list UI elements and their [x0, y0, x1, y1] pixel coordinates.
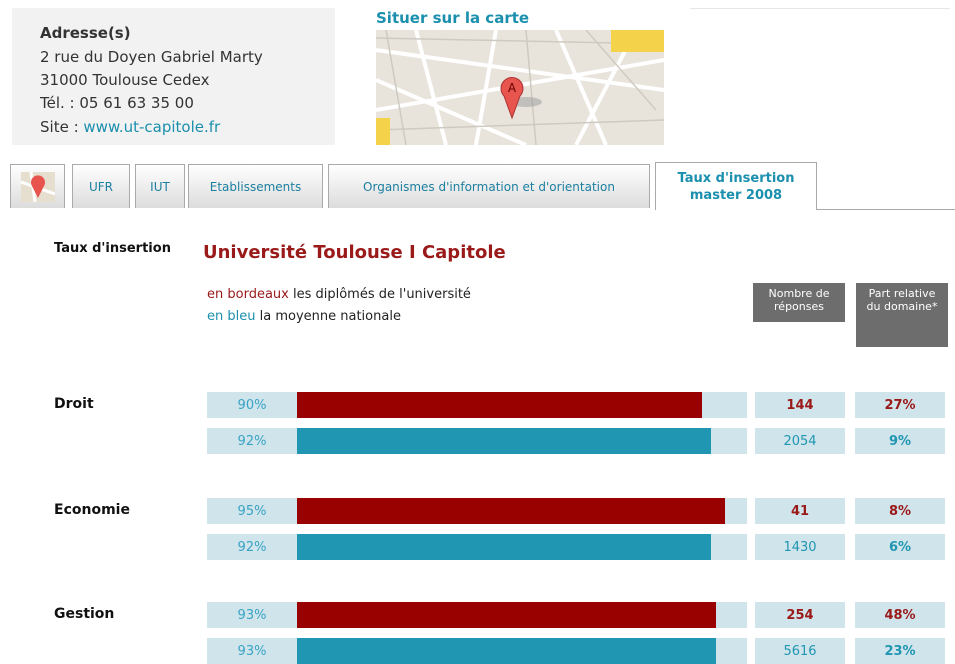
legend-key: en bleu — [207, 309, 256, 324]
legend-text: les diplômés de l'université — [292, 287, 471, 302]
responses: 254 — [755, 602, 845, 628]
tab[interactable]: IUT — [135, 164, 185, 208]
domain-name: Economie — [54, 502, 130, 518]
bar — [297, 392, 702, 418]
domain-name: Droit — [54, 396, 94, 412]
legend-text: la moyenne nationale — [259, 309, 401, 324]
section-label: Taux d'insertion — [54, 241, 171, 256]
rate-label: 93% — [207, 602, 297, 628]
bar — [297, 498, 725, 524]
responses: 1430 — [755, 534, 845, 560]
legend-key: en bordeaux — [207, 287, 289, 302]
share: 9% — [855, 428, 945, 454]
share: 23% — [855, 638, 945, 664]
site-link[interactable]: www.ut-capitole.fr — [83, 118, 221, 136]
rate-label: 92% — [207, 534, 297, 560]
bar-track — [297, 602, 747, 628]
map-tab[interactable] — [10, 164, 65, 208]
map-title[interactable]: Situer sur la carte — [376, 9, 530, 27]
bar-track — [297, 498, 747, 524]
share: 6% — [855, 534, 945, 560]
rate-label: 93% — [207, 638, 297, 664]
address-title: Adresse(s) — [40, 24, 131, 42]
rate-label: 95% — [207, 498, 297, 524]
responses: 2054 — [755, 428, 845, 454]
bar-track — [297, 428, 747, 454]
bar — [297, 602, 716, 628]
address-line: Tél. : 05 61 63 35 00 — [40, 94, 194, 112]
column-header: Part relative du domaine* — [856, 283, 948, 347]
bar — [297, 428, 711, 454]
share: 27% — [855, 392, 945, 418]
responses: 5616 — [755, 638, 845, 664]
tab-rule — [817, 209, 955, 210]
domain-name: Gestion — [54, 606, 115, 622]
column-header: Nombre de réponses — [753, 283, 845, 322]
legend-row: en bleu la moyenne nationale — [207, 309, 401, 324]
map-icon — [20, 171, 55, 202]
responses: 144 — [755, 392, 845, 418]
address-box: Adresse(s) 2 rue du Doyen Gabriel Marty … — [12, 8, 335, 145]
bar-track — [297, 534, 747, 560]
active-tab[interactable]: Taux d'insertion master 2008 — [655, 162, 817, 210]
map-thumbnail[interactable]: A — [376, 30, 664, 145]
bar-track — [297, 638, 747, 664]
tab[interactable]: Organismes d'information et d'orientatio… — [328, 164, 650, 208]
site-label: Site : — [40, 118, 79, 136]
tab[interactable]: UFR — [72, 164, 130, 208]
share: 8% — [855, 498, 945, 524]
legend-row: en bordeaux les diplômés de l'université — [207, 287, 471, 302]
address-line: 2 rue du Doyen Gabriel Marty — [40, 48, 263, 66]
bar — [297, 638, 716, 664]
rate-label: 90% — [207, 392, 297, 418]
tab[interactable]: Etablissements — [188, 164, 323, 208]
share: 48% — [855, 602, 945, 628]
rate-label: 92% — [207, 428, 297, 454]
address-line: 31000 Toulouse Cedex — [40, 71, 210, 89]
bar — [297, 534, 711, 560]
top-rule — [690, 8, 950, 9]
responses: 41 — [755, 498, 845, 524]
bar-track — [297, 392, 747, 418]
site-row: Site : www.ut-capitole.fr — [40, 118, 220, 136]
section-title: Université Toulouse I Capitole — [203, 242, 506, 263]
svg-text:A: A — [508, 81, 517, 95]
